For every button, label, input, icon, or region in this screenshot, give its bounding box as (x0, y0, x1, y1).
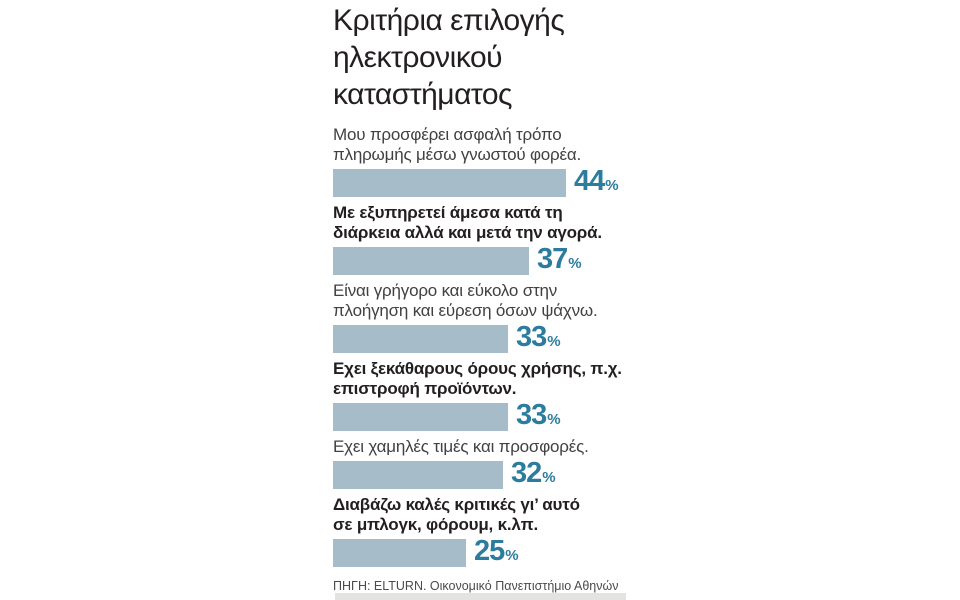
bar-value-number: 44 (574, 164, 605, 197)
chart-source: ΠΗΓΗ: ELTURN. Οικονομικό Πανεπιστήμιο Αθ… (333, 579, 619, 593)
bar-track: 33% (333, 398, 643, 434)
bar-value: 25% (474, 534, 519, 570)
bar-value-number: 33 (516, 320, 547, 353)
chart-column: Κριτήρια επιλογής ηλεκτρονικού καταστήμα… (333, 2, 643, 593)
bar-value-number: 37 (537, 242, 568, 275)
bar-value: 33% (516, 320, 561, 356)
bar (333, 247, 529, 275)
chart-row: Με εξυπηρετεί άμεσα κατά τη διάρκεια αλλ… (333, 203, 643, 275)
bar-value-number: 32 (511, 456, 542, 489)
bar-track: 32% (333, 456, 643, 492)
bar-value-number: 33 (516, 398, 547, 431)
bar-track: 33% (333, 320, 643, 356)
bar-label: Μου προσφέρει ασφαλή τρόπο πληρωμής μέσω… (333, 125, 582, 164)
bar-track: 44% (333, 164, 643, 200)
bar-label: Εχει χαμηλές τιμές και προσφορές. (333, 437, 589, 456)
chart-title: Κριτήρια επιλογής ηλεκτρονικού καταστήμα… (333, 4, 565, 111)
bars: Μου προσφέρει ασφαλή τρόπο πληρωμής μέσω… (333, 125, 643, 567)
chart-row: Εχει χαμηλές τιμές και προσφορές. 32% (333, 437, 643, 489)
chart-row: Εχει ξεκάθαρους όρους χρήσης, π.χ. επιστ… (333, 359, 643, 431)
bar-value: 33% (516, 398, 561, 434)
bar (333, 403, 508, 431)
bar-track: 25% (333, 534, 643, 570)
bar (333, 539, 466, 567)
percent-sign: % (542, 468, 556, 486)
percent-sign: % (547, 332, 561, 350)
bar-label: Εχει ξεκάθαρους όρους χρήσης, π.χ. επιστ… (333, 359, 622, 398)
bar-label: Είναι γρήγορο και εύκολο στην πλοήγηση κ… (333, 281, 598, 320)
percent-sign: % (547, 410, 561, 428)
bar (333, 325, 508, 353)
bar-label: Με εξυπηρετεί άμεσα κατά τη διάρκεια αλλ… (333, 203, 602, 242)
percent-sign: % (568, 254, 582, 272)
bottom-strip-partial-bar (335, 593, 626, 600)
bar-value: 44% (574, 164, 619, 200)
bar (333, 461, 503, 489)
bar-value: 32% (511, 456, 556, 492)
bar-value-number: 25 (474, 534, 505, 567)
chart-row: Μου προσφέρει ασφαλή τρόπο πληρωμής μέσω… (333, 125, 643, 197)
bar-label: Διαβάζω καλές κριτικές γι’ αυτό σε μπλογ… (333, 495, 580, 534)
bar (333, 169, 566, 197)
percent-sign: % (605, 176, 619, 194)
percent-sign: % (505, 546, 519, 564)
bar-value: 37% (537, 242, 582, 278)
chart-row: Διαβάζω καλές κριτικές γι’ αυτό σε μπλογ… (333, 495, 643, 567)
bar-track: 37% (333, 242, 643, 278)
chart-row: Είναι γρήγορο και εύκολο στην πλοήγηση κ… (333, 281, 643, 353)
